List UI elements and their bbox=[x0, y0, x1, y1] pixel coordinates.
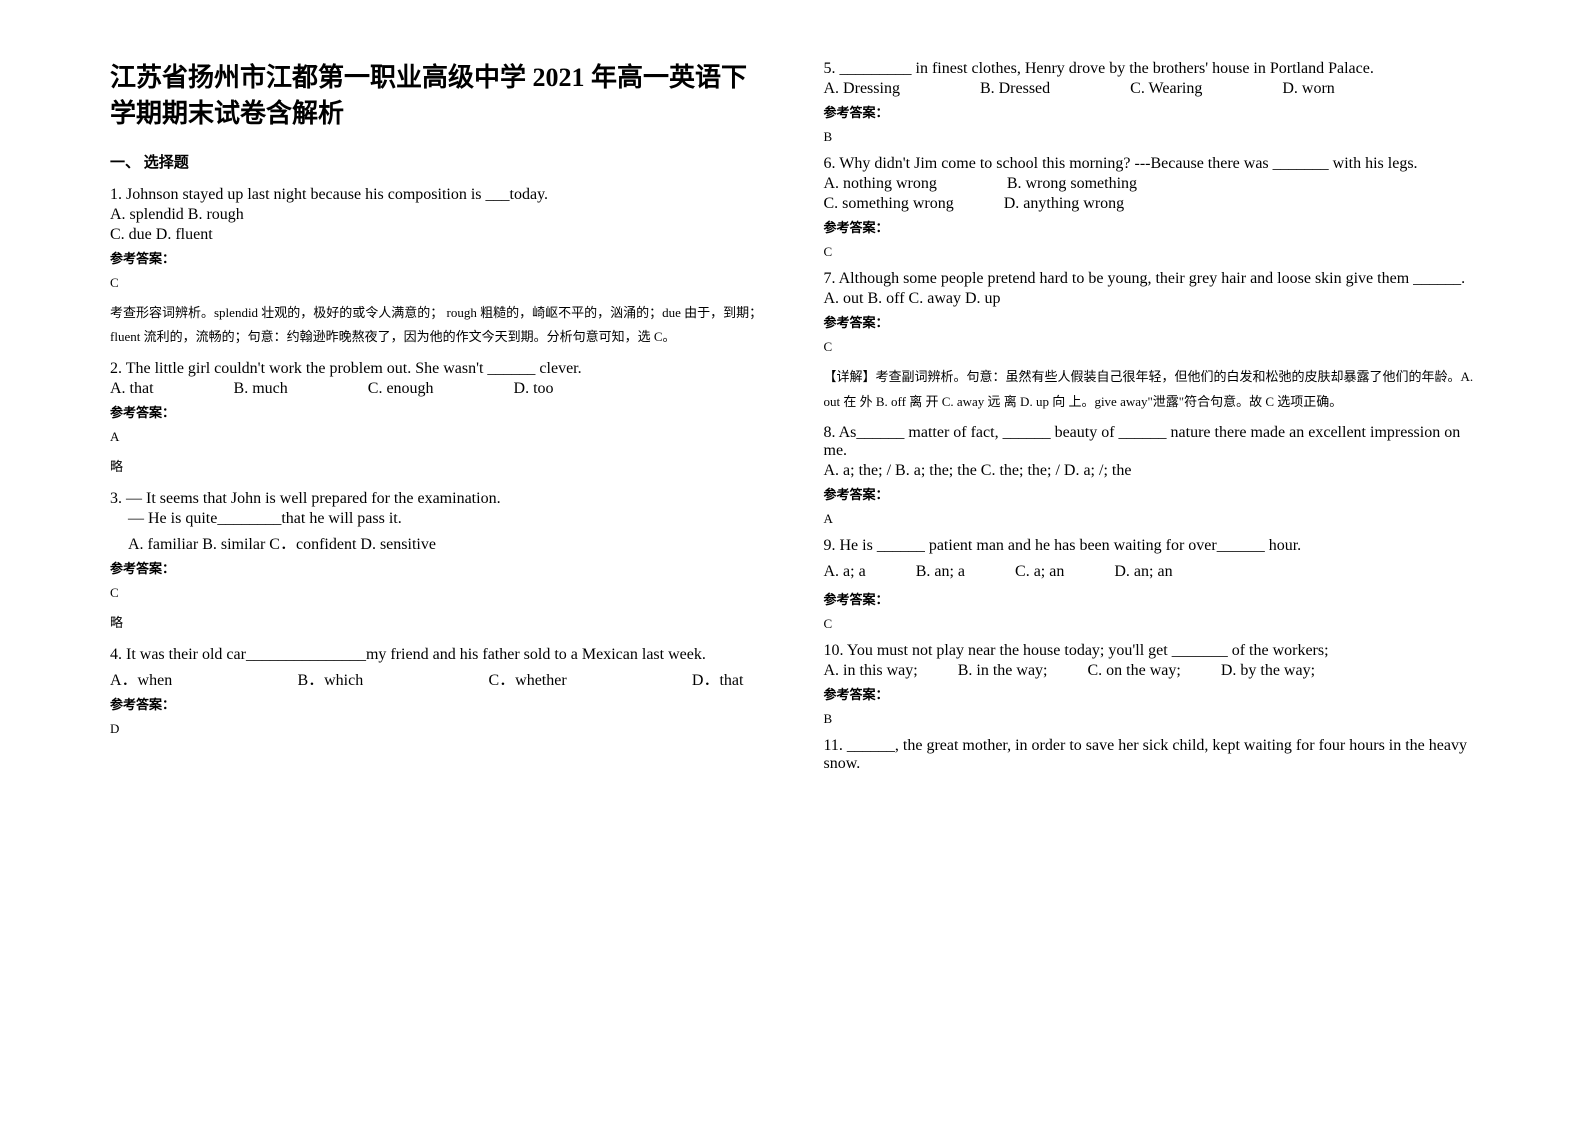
q7-explanation: 【详解】考查副词辨析。句意：虽然有些人假装自己很年轻，但他们的白发和松弛的皮肤却… bbox=[824, 365, 1478, 414]
q4-optC: C．whether bbox=[488, 666, 566, 690]
q10-options: A. in this way; B. in the way; C. on the… bbox=[824, 662, 1478, 680]
q6-optC: C. something wrong bbox=[824, 195, 954, 213]
q3-options: A. familiar B. similar C．confident D. se… bbox=[110, 530, 764, 554]
question-6: 6. Why didn't Jim come to school this mo… bbox=[824, 155, 1478, 260]
q10-text: 10. You must not play near the house tod… bbox=[824, 642, 1478, 660]
question-11: 11. ______, the great mother, in order t… bbox=[824, 737, 1478, 773]
q10-optB: B. in the way; bbox=[958, 662, 1048, 680]
q4-options: A．when B．which C．whether D．that bbox=[110, 666, 764, 690]
q6-options-row2: C. something wrong D. anything wrong bbox=[824, 195, 1478, 213]
section-header: 一、 选择题 bbox=[110, 151, 764, 172]
q4-optB: B．which bbox=[297, 666, 363, 690]
q3-explanation: 略 bbox=[110, 611, 764, 636]
q1-options-1: A. splendid B. rough bbox=[110, 206, 764, 224]
q1-text: 1. Johnson stayed up last night because … bbox=[110, 186, 764, 204]
q2-explanation: 略 bbox=[110, 455, 764, 480]
q3-answer: C bbox=[110, 585, 764, 601]
q11-text: 11. ______, the great mother, in order t… bbox=[824, 737, 1478, 773]
left-column: 江苏省扬州市江都第一职业高级中学 2021 年高一英语下学期期末试卷含解析 一、… bbox=[90, 60, 794, 1062]
q9-text: 9. He is ______ patient man and he has b… bbox=[824, 537, 1478, 555]
q5-answer: B bbox=[824, 129, 1478, 145]
q8-answer: A bbox=[824, 511, 1478, 527]
question-5: 5. _________ in finest clothes, Henry dr… bbox=[824, 60, 1478, 145]
q5-options: A. Dressing B. Dressed C. Wearing D. wor… bbox=[824, 80, 1478, 98]
answer-label: 参考答案： bbox=[110, 694, 764, 713]
answer-label: 参考答案： bbox=[110, 248, 764, 267]
answer-label: 参考答案： bbox=[110, 558, 764, 577]
q6-options-row1: A. nothing wrong B. wrong something bbox=[824, 175, 1478, 193]
answer-label: 参考答案： bbox=[824, 484, 1478, 503]
q9-optB: B. an; a bbox=[916, 563, 965, 581]
q6-text: 6. Why didn't Jim come to school this mo… bbox=[824, 155, 1478, 173]
question-10: 10. You must not play near the house tod… bbox=[824, 642, 1478, 727]
q1-answer: C bbox=[110, 275, 764, 291]
question-3: 3. — It seems that John is well prepared… bbox=[110, 490, 764, 636]
answer-label: 参考答案： bbox=[824, 312, 1478, 331]
answer-label: 参考答案： bbox=[110, 402, 764, 421]
q8-text: 8. As______ matter of fact, ______ beaut… bbox=[824, 424, 1478, 460]
q6-optD: D. anything wrong bbox=[1004, 195, 1124, 213]
q9-optD: D. an; an bbox=[1114, 563, 1172, 581]
q9-answer: C bbox=[824, 616, 1478, 632]
q10-optC: C. on the way; bbox=[1087, 662, 1180, 680]
q9-optA: A. a; a bbox=[824, 563, 866, 581]
answer-label: 参考答案： bbox=[824, 684, 1478, 703]
question-9: 9. He is ______ patient man and he has b… bbox=[824, 537, 1478, 632]
q6-optA: A. nothing wrong bbox=[824, 175, 937, 193]
q6-answer: C bbox=[824, 244, 1478, 260]
q10-answer: B bbox=[824, 711, 1478, 727]
q1-explanation: 考查形容词辨析。splendid 壮观的，极好的或令人满意的； rough 粗糙… bbox=[110, 301, 764, 350]
q2-answer: A bbox=[110, 429, 764, 445]
q4-text: 4. It was their old car_______________my… bbox=[110, 646, 764, 664]
answer-label: 参考答案： bbox=[824, 589, 1478, 608]
q10-optA: A. in this way; bbox=[824, 662, 918, 680]
q5-text: 5. _________ in finest clothes, Henry dr… bbox=[824, 60, 1478, 78]
q5-optD: D. worn bbox=[1282, 80, 1334, 98]
q2-optA: A. that bbox=[110, 380, 154, 398]
q9-optC: C. a; an bbox=[1015, 563, 1064, 581]
q9-options: A. a; a B. an; a C. a; an D. an; an bbox=[824, 563, 1478, 581]
q10-optD: D. by the way; bbox=[1221, 662, 1315, 680]
q3-text1: 3. — It seems that John is well prepared… bbox=[110, 490, 764, 508]
q2-optB: B. much bbox=[234, 380, 288, 398]
q2-optC: C. enough bbox=[368, 380, 434, 398]
question-7: 7. Although some people pretend hard to … bbox=[824, 270, 1478, 414]
q7-text: 7. Although some people pretend hard to … bbox=[824, 270, 1478, 288]
q4-answer: D bbox=[110, 721, 764, 737]
q2-options: A. that B. much C. enough D. too bbox=[110, 380, 764, 398]
q8-options: A. a; the; / B. a; the; the C. the; the;… bbox=[824, 462, 1478, 480]
q5-optA: A. Dressing bbox=[824, 80, 900, 98]
question-8: 8. As______ matter of fact, ______ beaut… bbox=[824, 424, 1478, 527]
exam-title: 江苏省扬州市江都第一职业高级中学 2021 年高一英语下学期期末试卷含解析 bbox=[110, 60, 764, 133]
question-2: 2. The little girl couldn't work the pro… bbox=[110, 360, 764, 480]
right-column: 5. _________ in finest clothes, Henry dr… bbox=[794, 60, 1498, 1062]
question-4: 4. It was their old car_______________my… bbox=[110, 646, 764, 737]
q5-optB: B. Dressed bbox=[980, 80, 1050, 98]
q4-optD: D．that bbox=[692, 666, 744, 690]
q6-optB: B. wrong something bbox=[1007, 175, 1137, 193]
question-1: 1. Johnson stayed up last night because … bbox=[110, 186, 764, 350]
q2-optD: D. too bbox=[514, 380, 554, 398]
q4-optA: A．when bbox=[110, 666, 172, 690]
q7-answer: C bbox=[824, 339, 1478, 355]
q7-options: A. out B. off C. away D. up bbox=[824, 290, 1478, 308]
q2-text: 2. The little girl couldn't work the pro… bbox=[110, 360, 764, 378]
q1-options-2: C. due D. fluent bbox=[110, 226, 764, 244]
q5-optC: C. Wearing bbox=[1130, 80, 1202, 98]
answer-label: 参考答案： bbox=[824, 217, 1478, 236]
answer-label: 参考答案： bbox=[824, 102, 1478, 121]
q3-text2: — He is quite________that he will pass i… bbox=[110, 510, 764, 528]
